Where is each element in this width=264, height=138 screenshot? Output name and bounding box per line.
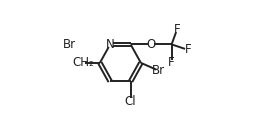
Text: F: F [168,56,175,69]
Text: O: O [147,38,156,51]
Text: Cl: Cl [125,95,136,108]
Text: F: F [174,23,180,36]
Text: Br: Br [63,38,76,51]
Text: Br: Br [151,64,164,77]
Text: N: N [106,38,115,51]
Text: F: F [185,43,191,56]
Text: CH₂: CH₂ [72,56,94,69]
